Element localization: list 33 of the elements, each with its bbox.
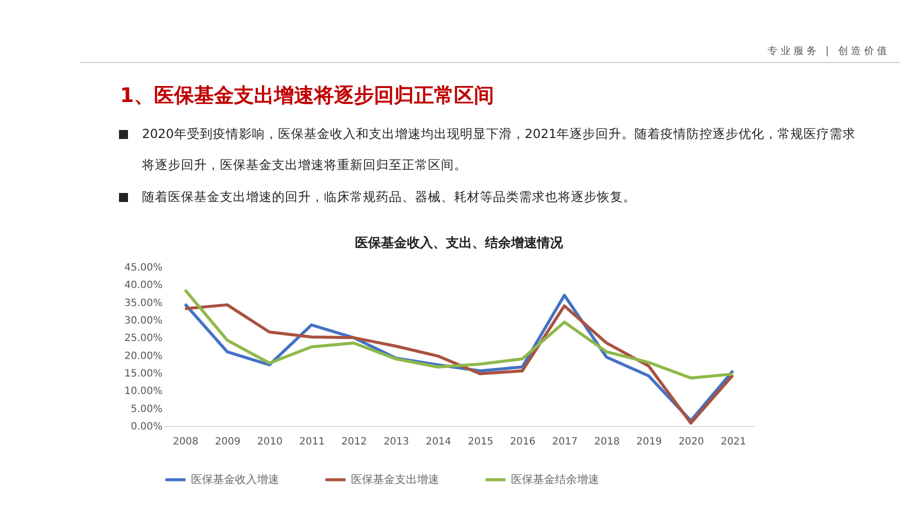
x-tick-label: 2019 xyxy=(636,436,662,448)
y-tick-label: 40.00% xyxy=(124,280,162,292)
x-tick-label: 2020 xyxy=(678,436,704,448)
y-tick-label: 20.00% xyxy=(124,350,162,362)
x-tick-label: 2016 xyxy=(510,436,536,448)
legend-label: 医保基金收入增速 xyxy=(191,472,279,486)
y-tick-label: 5.00% xyxy=(130,404,162,415)
y-tick-label: 25.00% xyxy=(124,333,162,344)
legend-label: 医保基金结余增速 xyxy=(511,472,599,486)
x-tick-label: 2013 xyxy=(384,436,410,448)
x-tick-label: 2015 xyxy=(468,436,494,448)
x-tick-label: 2010 xyxy=(257,436,283,448)
y-tick-label: 35.00% xyxy=(124,298,162,309)
chart-title: 1、医保基金支出增速将逐步回归正常区间 xyxy=(120,82,494,109)
y-tick-label: 10.00% xyxy=(124,386,162,398)
text: 随着医保基金支出增速的回升，临床常规药品、器械、耗材等品类需求也将逐步恢复。 xyxy=(141,188,637,206)
x-tick-label: 2021 xyxy=(720,436,746,448)
line-series xyxy=(184,288,734,380)
x-tick-label: 2017 xyxy=(552,436,578,448)
x-tick-label: 2014 xyxy=(426,436,452,448)
x-tick-label: 2012 xyxy=(341,436,367,448)
x-tick-label: 2009 xyxy=(214,436,240,448)
x-tick-label: 2011 xyxy=(299,436,325,448)
chart-subtitle: 医保基金收入、支出、结余增速情况 xyxy=(355,235,564,251)
y-tick-label: 0.00% xyxy=(130,422,162,432)
text: 专业服务 | 创造价值 xyxy=(767,44,890,58)
y-tick-label: 30.00% xyxy=(124,316,162,326)
y-tick-label: 45.00% xyxy=(124,262,162,274)
text: 2020年受到疫情影响，医保基金收入和支出增速均出现明显下滑，2021年逐步回升。随着疫情防控逐步优化，常规医疗需求将逐步回升，医保基金支出增速将重新回归至正常区间。 xyxy=(142,126,856,172)
x-tick-label: 2008 xyxy=(172,436,198,448)
x-tick-label: 2018 xyxy=(594,436,620,448)
y-tick-label: 15.00% xyxy=(124,368,162,380)
legend-label: 医保基金支出增速 xyxy=(351,472,439,486)
